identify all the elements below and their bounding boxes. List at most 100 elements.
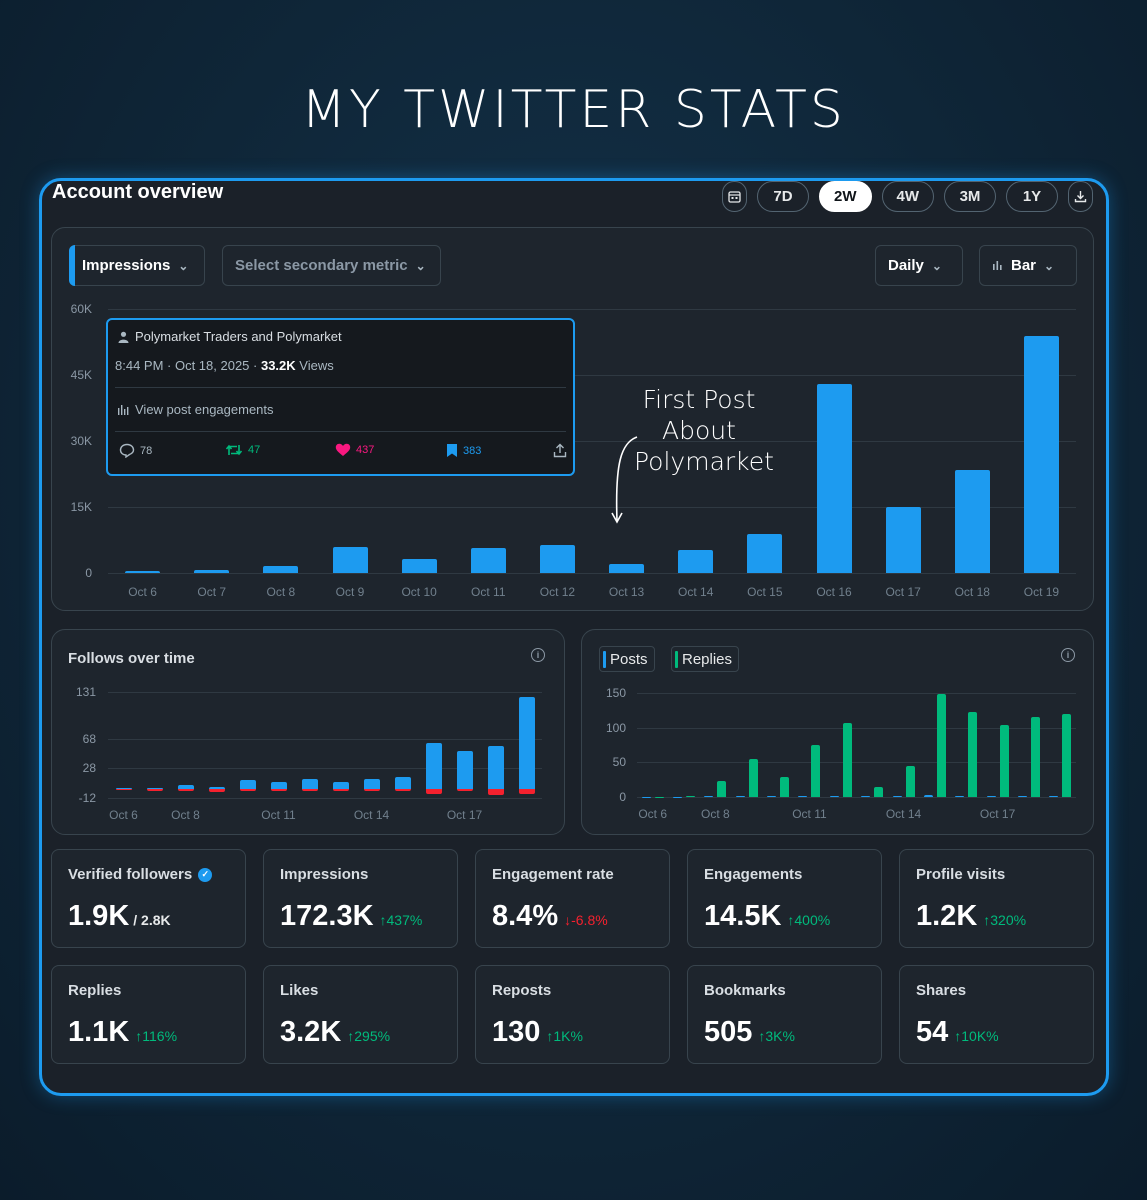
impressions-bar[interactable] bbox=[539, 545, 575, 573]
impressions-bar[interactable] bbox=[954, 469, 990, 573]
unfollows-bar[interactable] bbox=[332, 789, 349, 791]
replies-bar[interactable] bbox=[842, 723, 852, 797]
follows-bar[interactable] bbox=[270, 782, 287, 790]
follows-bar[interactable] bbox=[518, 697, 535, 790]
follows-bar[interactable] bbox=[146, 787, 163, 790]
replies-bar[interactable] bbox=[1062, 713, 1072, 797]
replies-bar[interactable] bbox=[686, 796, 696, 798]
replies-bar[interactable] bbox=[811, 744, 821, 797]
replies-bar[interactable] bbox=[717, 781, 727, 797]
tooltip-replies[interactable]: 78 bbox=[119, 443, 152, 458]
posts-bar[interactable] bbox=[1049, 796, 1059, 798]
unfollows-bar[interactable] bbox=[487, 789, 504, 796]
impressions-bar[interactable] bbox=[470, 548, 506, 573]
primary-metric-dropdown[interactable]: Impressions ⌄ bbox=[69, 245, 205, 286]
replies-bar[interactable] bbox=[748, 758, 758, 797]
stat-card-reposts[interactable]: Reposts 130 ↑1K% bbox=[475, 965, 670, 1064]
posts-bar[interactable] bbox=[1017, 795, 1027, 797]
impressions-bar[interactable] bbox=[263, 565, 299, 573]
posts-bar[interactable] bbox=[892, 795, 902, 797]
replies-bar[interactable] bbox=[905, 766, 915, 797]
unfollows-bar[interactable] bbox=[518, 789, 535, 795]
posts-bar[interactable] bbox=[861, 796, 871, 798]
posts-bar[interactable] bbox=[704, 796, 714, 798]
replies-bar[interactable] bbox=[654, 797, 664, 798]
replies-bar[interactable] bbox=[968, 712, 978, 797]
stat-card-shares[interactable]: Shares 54 ↑10K% bbox=[899, 965, 1094, 1064]
impressions-bar[interactable] bbox=[747, 533, 783, 573]
stat-card-engagement-rate[interactable]: Engagement rate 8.4% ↓-6.8% bbox=[475, 849, 670, 948]
unfollows-bar[interactable] bbox=[425, 789, 442, 795]
range-2w-button[interactable]: 2W bbox=[819, 181, 872, 212]
replies-bar[interactable] bbox=[874, 787, 884, 797]
unfollows-bar[interactable] bbox=[177, 789, 194, 791]
replies-bar[interactable] bbox=[936, 693, 946, 797]
posts-bar[interactable] bbox=[955, 795, 965, 797]
follows-bar[interactable] bbox=[456, 751, 473, 790]
tooltip-likes[interactable]: 437 bbox=[335, 443, 374, 457]
follows-bar[interactable] bbox=[301, 779, 318, 790]
stat-card-replies[interactable]: Replies 1.1K ↑116% bbox=[51, 965, 246, 1064]
impressions-bar[interactable] bbox=[194, 569, 230, 573]
unfollows-bar[interactable] bbox=[363, 789, 380, 791]
info-icon[interactable]: i bbox=[531, 648, 545, 662]
download-icon[interactable] bbox=[1068, 181, 1093, 212]
tooltip-bookmarks[interactable]: 383 bbox=[446, 443, 481, 458]
interval-dropdown[interactable]: Daily ⌄ bbox=[875, 245, 963, 286]
posts-bar[interactable] bbox=[673, 797, 683, 798]
legend-posts[interactable]: Posts bbox=[599, 646, 655, 672]
impressions-bar[interactable] bbox=[885, 507, 921, 573]
posts-bar[interactable] bbox=[986, 795, 996, 797]
impressions-bar[interactable] bbox=[609, 564, 645, 573]
stat-card-bookmarks[interactable]: Bookmarks 505 ↑3K% bbox=[687, 965, 882, 1064]
replies-bar[interactable] bbox=[999, 724, 1009, 797]
unfollows-bar[interactable] bbox=[115, 789, 132, 790]
posts-bar[interactable] bbox=[641, 797, 651, 798]
follows-bar[interactable] bbox=[363, 779, 380, 790]
impressions-bar[interactable] bbox=[332, 546, 368, 573]
range-3m-button[interactable]: 3M bbox=[944, 181, 996, 212]
share-icon[interactable] bbox=[553, 443, 567, 458]
posts-bar[interactable] bbox=[829, 796, 839, 798]
unfollows-bar[interactable] bbox=[239, 789, 256, 792]
unfollows-bar[interactable] bbox=[394, 789, 411, 791]
replies-bar[interactable] bbox=[780, 776, 790, 797]
range-4w-button[interactable]: 4W bbox=[881, 181, 934, 212]
follows-bar[interactable] bbox=[177, 785, 194, 790]
stat-card-likes[interactable]: Likes 3.2K ↑295% bbox=[263, 965, 458, 1064]
impressions-bar[interactable] bbox=[1023, 336, 1059, 573]
unfollows-bar[interactable] bbox=[270, 789, 287, 791]
follows-bar[interactable] bbox=[332, 782, 349, 790]
follows-bar[interactable] bbox=[239, 780, 256, 790]
impressions-bar[interactable] bbox=[401, 558, 437, 573]
stat-card-verified-followers[interactable]: Verified followers ✓ 1.9K/ 2.8K bbox=[51, 849, 246, 948]
follows-bar[interactable] bbox=[115, 788, 132, 790]
posts-bar[interactable] bbox=[767, 795, 777, 797]
range-7d-button[interactable]: 7D bbox=[757, 181, 809, 212]
unfollows-bar[interactable] bbox=[146, 789, 163, 792]
impressions-bar[interactable] bbox=[816, 383, 852, 573]
calendar-icon[interactable] bbox=[722, 181, 747, 212]
impressions-bar[interactable] bbox=[678, 550, 714, 573]
stat-card-impressions[interactable]: Impressions 172.3K ↑437% bbox=[263, 849, 458, 948]
follows-bar[interactable] bbox=[208, 786, 225, 790]
chart-style-dropdown[interactable]: Bar ⌄ bbox=[979, 245, 1077, 286]
unfollows-bar[interactable] bbox=[456, 789, 473, 792]
tooltip-reposts[interactable]: 47 bbox=[225, 443, 260, 457]
view-engagements-link[interactable]: View post engagements bbox=[117, 402, 274, 417]
follows-bar[interactable] bbox=[425, 743, 442, 790]
legend-replies[interactable]: Replies bbox=[671, 646, 740, 672]
posts-bar[interactable] bbox=[798, 795, 808, 797]
stat-card-engagements[interactable]: Engagements 14.5K ↑400% bbox=[687, 849, 882, 948]
posts-bar[interactable] bbox=[735, 795, 745, 797]
range-1y-button[interactable]: 1Y bbox=[1006, 181, 1058, 212]
replies-bar[interactable] bbox=[1030, 716, 1040, 797]
stat-card-profile-visits[interactable]: Profile visits 1.2K ↑320% bbox=[899, 849, 1094, 948]
secondary-metric-dropdown[interactable]: Select secondary metric ⌄ bbox=[222, 245, 441, 286]
impressions-bar[interactable] bbox=[125, 571, 161, 573]
follows-bar[interactable] bbox=[487, 746, 504, 790]
unfollows-bar[interactable] bbox=[301, 789, 318, 791]
follows-bar[interactable] bbox=[394, 776, 411, 790]
unfollows-bar[interactable] bbox=[208, 789, 225, 793]
info-icon[interactable]: i bbox=[1061, 648, 1075, 662]
